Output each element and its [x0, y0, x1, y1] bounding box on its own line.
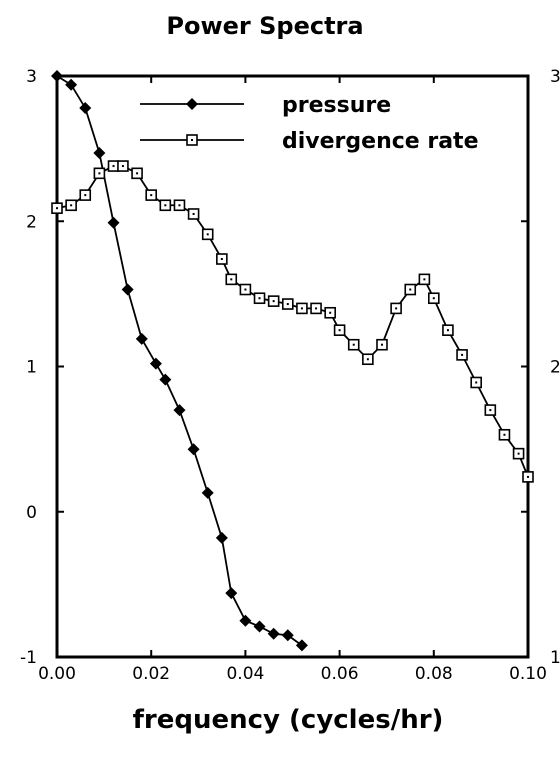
data-point — [253, 292, 266, 305]
x-tick-label: 0.06 — [321, 664, 359, 684]
x-tick-label: 0.04 — [226, 664, 264, 684]
legend-marker — [186, 134, 198, 146]
x-tick-label: 0.08 — [415, 664, 453, 684]
data-point — [79, 189, 92, 201]
data-point — [216, 253, 228, 265]
x-tick-label: 0.02 — [132, 664, 170, 684]
data-point — [295, 639, 308, 652]
y-right-tick-label: 1 — [550, 648, 560, 668]
y-axis-right: 3 2 1 — [521, 67, 560, 668]
y-left-tick-label: 1 — [26, 358, 37, 378]
data-point — [267, 295, 280, 307]
series-line — [56, 75, 303, 647]
data-point — [376, 338, 388, 351]
data-point — [253, 620, 266, 633]
data-point — [267, 627, 280, 640]
series-divergence-rate — [51, 160, 534, 483]
y-left-tick-label: -1 — [20, 648, 37, 668]
data-point — [239, 614, 252, 627]
data-point — [310, 302, 322, 315]
x-tick-label: 0.10 — [509, 664, 547, 684]
data-point — [347, 338, 360, 351]
legend-item: divergence rate — [140, 129, 479, 154]
data-point — [225, 587, 238, 600]
data-point — [281, 629, 294, 642]
data-point — [362, 353, 374, 366]
data-point — [51, 70, 63, 82]
data-point — [173, 404, 186, 417]
legend-item: pressure — [140, 93, 391, 118]
y-axis-left: 3 2 1 0 -1 — [20, 67, 64, 668]
data-point — [93, 167, 106, 180]
series-layer — [51, 70, 534, 652]
data-point — [225, 273, 238, 286]
data-point — [470, 376, 482, 389]
y-left-tick-label: 3 — [26, 67, 37, 87]
data-point — [145, 189, 157, 201]
legend-marker — [186, 98, 198, 110]
data-point — [281, 298, 294, 310]
y-right-tick-label: 2 — [550, 358, 560, 378]
data-point — [522, 471, 534, 483]
data-point — [173, 199, 186, 212]
data-point — [404, 283, 417, 296]
data-point — [149, 357, 162, 370]
data-point — [215, 531, 228, 544]
data-point — [442, 324, 454, 336]
chart-title: Power Spectra — [166, 12, 363, 40]
data-point — [107, 160, 120, 172]
data-point — [107, 216, 120, 229]
data-point — [121, 283, 134, 296]
data-point — [131, 167, 143, 180]
data-point — [333, 324, 346, 336]
data-point — [65, 199, 77, 212]
y-left-tick-label: 2 — [26, 212, 37, 232]
data-point — [484, 404, 497, 416]
y-left-tick-label: 0 — [26, 503, 37, 523]
data-point — [201, 228, 214, 241]
data-point — [498, 428, 511, 441]
data-point — [159, 373, 172, 386]
legend: pressure divergence rate — [140, 93, 479, 154]
data-point — [512, 447, 525, 460]
data-point — [187, 443, 200, 456]
data-point — [51, 202, 63, 214]
data-point — [390, 302, 402, 315]
data-point — [117, 160, 129, 172]
data-point — [418, 273, 431, 286]
data-point — [93, 146, 106, 159]
data-point — [135, 332, 148, 345]
series-line — [56, 165, 529, 478]
data-point — [201, 486, 214, 499]
data-point — [159, 199, 172, 212]
x-tick-label: 0.00 — [38, 664, 76, 684]
series-pressure — [51, 70, 308, 652]
data-point — [456, 349, 468, 361]
data-point — [427, 292, 440, 305]
legend-label: divergence rate — [282, 129, 479, 154]
data-point — [187, 208, 200, 220]
legend-label: pressure — [282, 93, 391, 118]
data-point — [65, 78, 78, 91]
y-right-tick-label: 3 — [550, 67, 560, 87]
data-point — [79, 101, 92, 114]
x-axis-label: frequency (cycles/hr) — [133, 705, 444, 735]
x-axis: 0.00 0.02 0.04 0.06 0.08 0.10 — [38, 76, 547, 684]
data-point — [239, 283, 252, 296]
data-point — [296, 302, 308, 315]
data-point — [324, 306, 336, 319]
